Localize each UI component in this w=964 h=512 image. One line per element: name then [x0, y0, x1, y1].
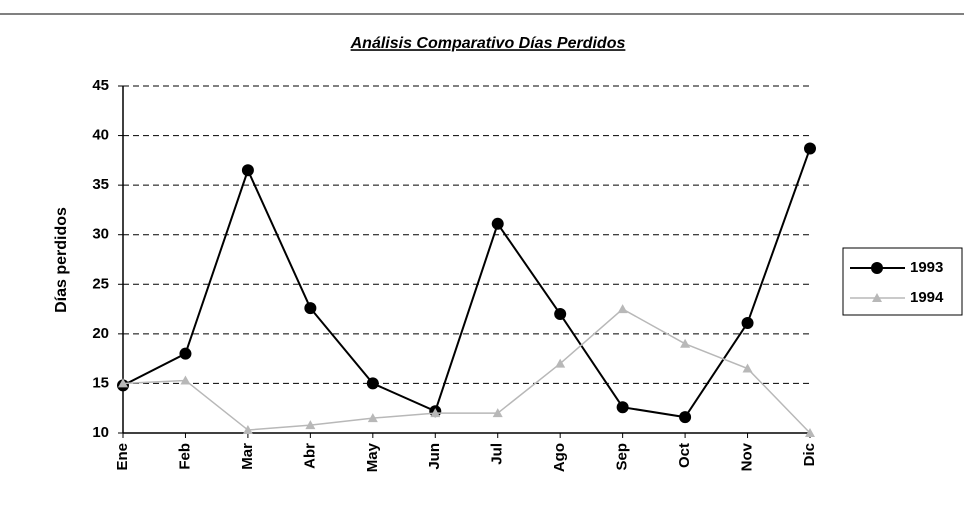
point	[366, 377, 379, 390]
point	[430, 408, 441, 418]
x-tick-label: Oct	[676, 443, 693, 468]
point	[241, 164, 254, 177]
x-tick-label: Jul	[489, 443, 506, 465]
point	[680, 338, 691, 348]
point	[741, 316, 754, 329]
x-tick-label: Feb	[176, 443, 193, 470]
x-tick-label: Mar	[239, 443, 256, 470]
legend-box	[842, 247, 963, 316]
x-tick-label: Sep	[614, 443, 631, 471]
x-tick-label: Abr	[301, 443, 318, 469]
point	[491, 217, 504, 230]
x-tick-label: May	[364, 442, 381, 472]
y-tick-label: 35	[92, 176, 109, 193]
point	[554, 308, 567, 321]
point	[367, 413, 378, 423]
y-tick-label: 15	[92, 374, 109, 391]
x-tick-label: Nov	[739, 442, 756, 471]
point	[118, 378, 128, 388]
point	[304, 302, 317, 315]
point	[617, 304, 628, 314]
y-tick-label: 30	[92, 226, 109, 243]
point	[492, 408, 503, 418]
y-tick-label: 10	[92, 424, 109, 441]
point	[180, 375, 191, 385]
point	[742, 363, 753, 373]
point	[805, 428, 815, 437]
x-tick-label: Jun	[426, 443, 443, 470]
y-tick-label: 20	[92, 325, 109, 342]
point	[616, 401, 629, 414]
point	[679, 411, 692, 424]
y-tick-label: 40	[92, 127, 109, 144]
point	[305, 420, 316, 430]
series-line	[122, 308, 811, 434]
legend-marker	[871, 262, 883, 274]
point	[804, 142, 816, 155]
point	[179, 347, 192, 360]
series-line	[122, 148, 811, 419]
legend-marker	[872, 293, 882, 302]
y-tick-label: 25	[92, 275, 109, 292]
chart-title: Análisis Comparativo Días Perdidos	[350, 35, 626, 52]
point	[555, 358, 566, 368]
legend-label: 1993	[910, 259, 943, 276]
y-tick-label: 45	[92, 77, 109, 94]
legend-label: 1994	[910, 289, 944, 306]
x-tick-label: Ago	[551, 443, 568, 472]
point	[242, 425, 253, 435]
x-tick-label: Ene	[114, 443, 131, 471]
y-axis-label: Días perdidos	[53, 207, 70, 313]
x-tick-label: Dic	[801, 443, 818, 466]
